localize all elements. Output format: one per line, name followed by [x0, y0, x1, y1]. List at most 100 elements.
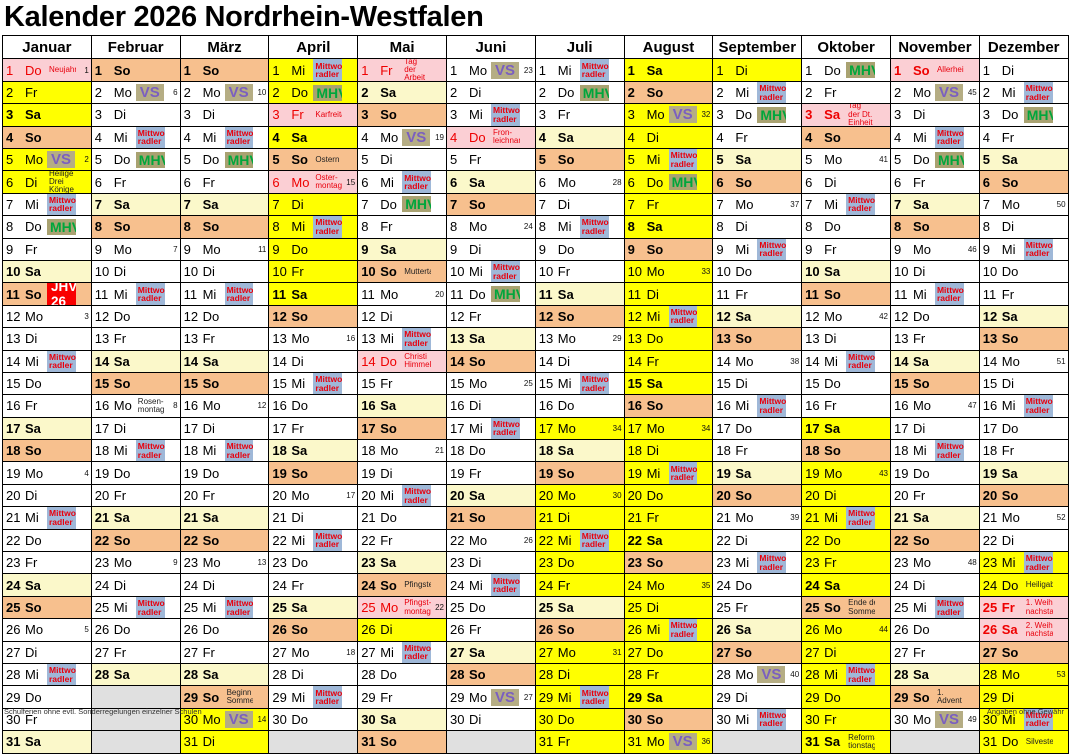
day-cell[interactable]: 23 So [623, 551, 714, 575]
day-cell[interactable]: 23 Fr [801, 551, 891, 575]
day-cell[interactable]: 22 So [90, 528, 181, 553]
event-mittwochsradler[interactable]: Mittwochs-radler [1023, 82, 1053, 103]
event-mhv[interactable]: MHV [224, 151, 254, 168]
day-cell[interactable]: 27MiMittwochs-radler [357, 640, 447, 664]
day-cell[interactable]: 6 Fr [889, 170, 980, 194]
day-cell[interactable]: 12 Do [889, 304, 980, 329]
day-cell[interactable]: 8 Fr [357, 215, 447, 239]
day-cell[interactable]: 3 Fr [534, 103, 625, 127]
day-cell[interactable]: 11 Fr [712, 282, 803, 306]
day-cell[interactable]: 4 Sa [534, 125, 625, 150]
day-cell[interactable]: 7 Sa [90, 192, 181, 217]
day-cell[interactable]: 16 Fr [801, 394, 891, 418]
day-cell[interactable]: 15 Di [712, 371, 803, 396]
day-cell[interactable]: 5 Sa [712, 147, 803, 172]
event-mhv[interactable]: MHV [490, 286, 520, 303]
day-cell[interactable]: 11 Sa [534, 282, 625, 306]
event-vs[interactable]: VS [757, 666, 786, 684]
day-cell[interactable]: 11 Sa [268, 282, 359, 306]
day-cell[interactable]: 3 So [357, 103, 447, 127]
day-cell[interactable]: 1 Do Neujahr 1 [2, 58, 92, 82]
day-cell[interactable]: 31 Mo VS 36 [623, 730, 714, 754]
day-cell[interactable]: 21 Sa [179, 506, 270, 530]
day-cell[interactable]: 5 Mo 41 [801, 147, 891, 172]
day-cell[interactable]: 21MiMittwochs-radler [801, 506, 891, 530]
day-cell[interactable]: 23 Sa [357, 551, 447, 575]
event-mittwochsradler[interactable]: Mittwochs-radler [1023, 239, 1053, 260]
day-cell[interactable]: 8 So [90, 215, 181, 239]
day-cell[interactable]: 4 Mo VS 19 [357, 125, 447, 150]
event-mittwochsradler[interactable]: Mittwochs-radler [313, 686, 343, 708]
day-cell[interactable]: 28 Do [357, 662, 447, 687]
day-cell[interactable]: 8 Mo 24 [445, 215, 536, 239]
day-cell[interactable]: 7 Sa [179, 192, 270, 217]
day-cell[interactable]: 11MiMittwochs-radler [889, 282, 980, 306]
day-cell[interactable]: 20 So [978, 483, 1069, 508]
day-cell[interactable]: 18MiMittwochs-radler [889, 439, 980, 463]
day-cell[interactable]: 17 Fr [268, 416, 359, 441]
day-cell[interactable]: 15 Sa [623, 371, 714, 396]
day-cell[interactable]: 14 So [445, 349, 536, 373]
day-cell[interactable]: 5 So Ostern [268, 147, 359, 172]
day-cell[interactable]: 1DoMHV [801, 58, 891, 82]
event-mittwochsradler[interactable]: Mittwochs-radler [668, 149, 698, 170]
day-cell[interactable]: 23MiMittwochs-radler [978, 551, 1069, 575]
day-cell[interactable]: 1 Mo VS 23 [445, 58, 536, 82]
day-cell[interactable]: 17 Mo 34 [623, 416, 714, 441]
day-cell[interactable]: 3 Di [889, 103, 980, 127]
day-cell[interactable]: 18MiMittwochs-radler [90, 439, 181, 463]
day-cell[interactable]: 11 Di [623, 282, 714, 306]
day-cell[interactable]: 25 Sa [534, 595, 625, 620]
day-cell[interactable]: 21 Do [357, 506, 447, 530]
event-mittwochsradler[interactable]: Mittwochs-radler [224, 440, 254, 461]
event-mittwochsradler[interactable]: Mittwochs-radler [224, 597, 254, 618]
day-cell[interactable]: 24SoPfingsten [357, 573, 447, 597]
event-mittwochsradler[interactable]: Mittwochs-radler [490, 261, 520, 282]
day-cell[interactable]: 10MiMittwochs-radler [445, 259, 536, 284]
day-cell[interactable]: 26 Do [90, 618, 181, 642]
day-cell[interactable]: 10SoMuttertag [357, 259, 447, 284]
day-cell[interactable]: 8 So [889, 215, 980, 239]
day-cell[interactable]: 2DoMHV [268, 80, 359, 105]
day-cell[interactable]: 8 Do [801, 215, 891, 239]
day-cell[interactable]: 24DoHeiligabend [978, 573, 1069, 597]
event-mittwochsradler[interactable]: Mittwochs-radler [135, 597, 165, 618]
day-cell[interactable]: 21 So [445, 506, 536, 530]
day-cell[interactable]: 12 Sa [978, 304, 1069, 329]
day-cell[interactable]: 28 Mo VS 40 [712, 662, 803, 687]
day-cell[interactable]: 27 Fr [90, 640, 181, 664]
day-cell[interactable]: 25MiMittwochs-radler [90, 595, 181, 620]
event-mittwochsradler[interactable]: Mittwochs-radler [402, 485, 431, 506]
day-cell[interactable]: 21 Di [268, 506, 359, 530]
day-cell[interactable]: 25MiMittwochs-radler [179, 595, 270, 620]
event-mittwochsradler[interactable]: Mittwochs-radler [224, 127, 254, 148]
day-cell[interactable]: 22 Sa [623, 528, 714, 553]
day-cell[interactable]: 3DoMHV [978, 103, 1069, 127]
day-cell[interactable]: 29 Do [801, 685, 891, 709]
event-mittwochsradler[interactable]: Mittwochs-radler [757, 82, 787, 103]
day-cell[interactable]: 2MiMittwochs-radler [978, 80, 1069, 105]
day-cell[interactable]: 18 Do [445, 439, 536, 463]
day-cell[interactable]: 2 Di [445, 80, 536, 105]
day-cell[interactable]: 13 Fr [889, 327, 980, 351]
day-cell[interactable]: 25 So [2, 595, 92, 620]
day-cell[interactable]: 13 Mo 16 [268, 327, 359, 351]
day-cell[interactable]: 11 So JHV 26 [2, 282, 92, 306]
event-mhv[interactable]: MHV [313, 84, 343, 101]
day-cell[interactable]: 10 Di [179, 259, 270, 284]
day-cell[interactable]: 4 Di [623, 125, 714, 150]
day-cell[interactable]: 27 Do [623, 640, 714, 664]
event-mittwochsradler[interactable]: Mittwochs-radler [1023, 552, 1053, 573]
day-cell[interactable]: 14 Di [268, 349, 359, 373]
day-cell[interactable]: 20 So [712, 483, 803, 508]
day-cell[interactable]: 14 Sa [90, 349, 181, 373]
day-cell[interactable]: 3 Mo VS 32 [623, 103, 714, 127]
day-cell[interactable]: 29 So 1. Advent [889, 685, 980, 709]
day-cell[interactable]: 25 Sa [268, 595, 359, 620]
day-cell[interactable]: 17MiMittwochs-radler [445, 416, 536, 441]
day-cell[interactable]: 29 Di [712, 685, 803, 709]
event-mhv[interactable]: MHV [1023, 106, 1053, 123]
day-cell[interactable]: 21 Mo 52 [978, 506, 1069, 530]
day-cell[interactable]: 22 Di [712, 528, 803, 553]
